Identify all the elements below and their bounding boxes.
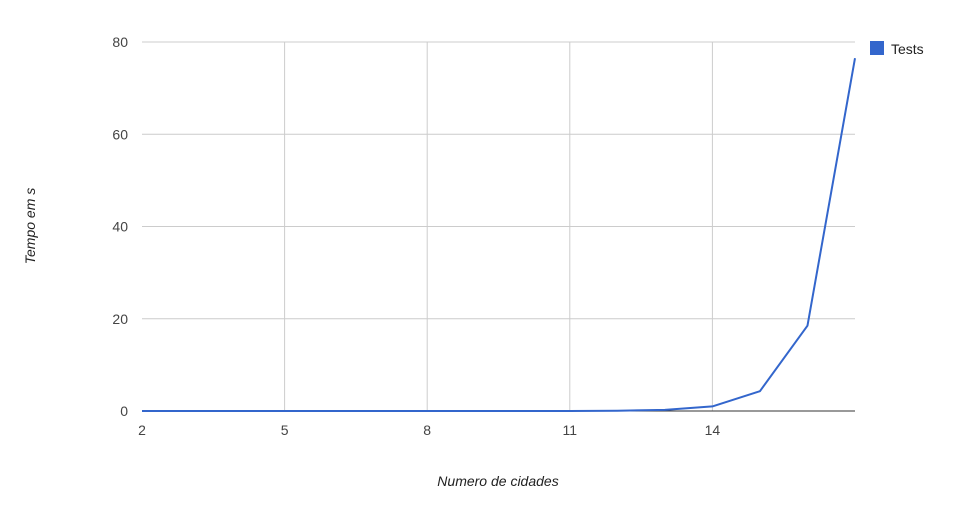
y-tick-label: 80: [112, 34, 128, 50]
y-tick-label: 40: [112, 219, 128, 235]
y-tick-label: 60: [112, 126, 128, 142]
legend-swatch-tests: [870, 41, 884, 55]
y-tick-label: 20: [112, 311, 128, 327]
legend-label-tests: Tests: [891, 41, 924, 57]
tick-labels: 0 20 40 60 80 2 5 8 11 14: [112, 34, 720, 438]
series-line-tests[interactable]: [142, 57, 856, 412]
y-axis-title: Tempo em s: [22, 188, 38, 265]
y-tick-label: 0: [120, 403, 128, 419]
gridlines: [142, 41, 855, 411]
x-tick-label: 11: [563, 422, 578, 438]
x-axis-title: Numero de cidades: [437, 473, 558, 489]
x-tick-label: 5: [281, 422, 289, 438]
legend[interactable]: Tests: [870, 41, 924, 57]
x-tick-label: 14: [705, 422, 721, 438]
series-lines: [142, 57, 856, 412]
x-tick-label: 8: [423, 422, 431, 438]
x-tick-label: 2: [138, 422, 146, 438]
